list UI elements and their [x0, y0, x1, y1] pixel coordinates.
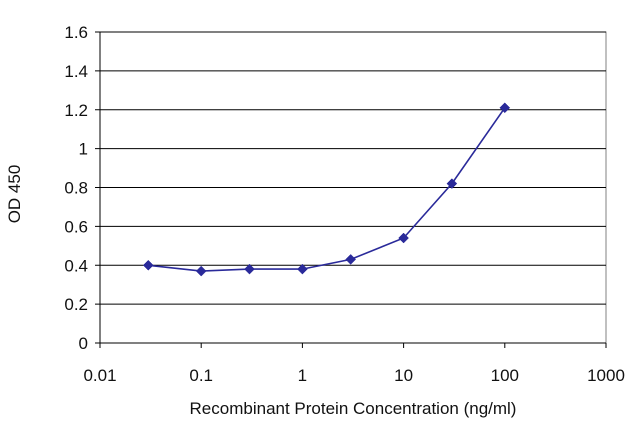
data-point-0-6 [446, 178, 458, 189]
x-axis-title: Recombinant Protein Concentration (ng/ml… [190, 399, 517, 418]
y-tick-label-0: 0 [79, 334, 88, 353]
data-point-0-7 [499, 102, 511, 114]
tick-labels: 0 0.2 0.4 0.6 0.8 1 1.2 1.4 1.6 0.01 0.1 1 10 100 1000 [64, 23, 625, 385]
x-tick-label-1: 0.1 [189, 366, 213, 385]
data-point-0-5 [398, 232, 409, 244]
x-tick-label-5: 1000 [587, 366, 625, 385]
data-point-0-3 [297, 263, 308, 275]
data-point-0-1 [195, 265, 207, 277]
x-tick-label-0: 0.01 [83, 366, 116, 385]
data-point-0-2 [244, 263, 255, 275]
y-axis-title: OD 450 [5, 165, 24, 224]
series-line-0 [148, 107, 506, 272]
y-tick-label-4: 0.8 [64, 179, 88, 198]
x-tick-label-4: 100 [491, 366, 519, 385]
y-tick-label-2: 0.4 [64, 256, 88, 275]
x-tick-label-2: 1 [298, 366, 307, 385]
data-point-0-4 [345, 254, 357, 265]
grid-layer [100, 31, 606, 305]
y-tick-label-1: 0.2 [64, 295, 88, 314]
y-tick-label-6: 1.2 [64, 101, 88, 120]
axes-layer [95, 31, 607, 348]
y-tick-label-7: 1.4 [64, 62, 88, 81]
data-point-0-0 [142, 259, 154, 271]
y-tick-label-5: 1 [79, 140, 88, 159]
x-tick-label-3: 10 [394, 366, 413, 385]
y-tick-label-3: 0.6 [64, 217, 88, 236]
y-tick-label-8: 1.6 [64, 23, 88, 42]
series-layer [142, 102, 511, 277]
